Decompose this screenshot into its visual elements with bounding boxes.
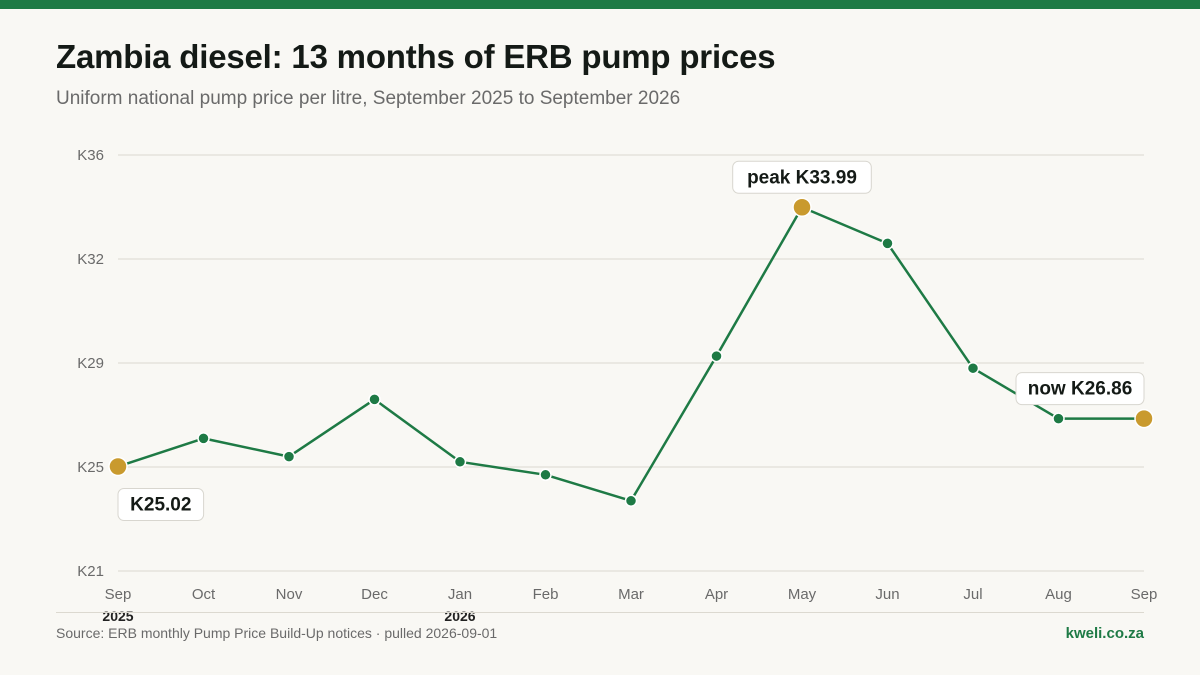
x-tick-label: Oct [192,586,216,603]
annotation-label: K25.02 [130,494,191,515]
annotation-box [117,487,205,521]
series-line [117,206,1144,503]
chart-title: Zambia diesel: 13 months of ERB pump pri… [56,38,776,75]
highlight-point [1134,408,1154,429]
brand-link[interactable]: kweli.co.za [1065,625,1144,642]
x-tick-label: Nov [276,586,303,603]
x-tick-label: Jul [963,586,982,603]
x-tick-label: Feb [533,586,559,603]
x-tick-label: Aug [1045,586,1072,603]
x-tick-label: Mar [618,586,644,603]
x-year-label: 2026 [444,608,475,624]
annotation-box [1015,372,1145,406]
data-point [966,361,980,375]
data-point [282,450,296,463]
highlight-point [792,197,812,218]
data-point [368,393,381,406]
x-tick-label: Jan [448,586,472,603]
x-tick-label: May [788,586,817,603]
data-point [197,432,210,445]
data-point [1052,412,1065,425]
y-tick-label: K25 [77,459,104,476]
annotation-box [732,160,872,194]
footer-divider [56,612,1144,613]
data-point [539,468,552,482]
highlight-point [108,456,128,477]
data-point [453,455,467,469]
x-tick-label: Sep [105,586,132,603]
annotation-label: peak K33.99 [747,167,857,188]
top-accent-bar [0,0,1200,9]
data-point [624,494,638,508]
y-tick-label: K29 [77,355,104,372]
y-tick-label: K21 [77,563,104,580]
data-point [710,349,723,363]
annotation-label: now K26.86 [1028,379,1133,400]
data-point [881,237,894,250]
chart-subtitle: Uniform national pump price per litre, S… [56,88,681,109]
x-tick-label: Sep [1131,586,1158,603]
x-tick-label: Dec [361,586,388,603]
x-year-label: 2025 [102,608,133,624]
y-tick-label: K36 [77,147,104,164]
x-tick-label: Apr [705,586,728,603]
x-tick-label: Jun [875,586,899,603]
source-note: Source: ERB monthly Pump Price Build-Up … [56,625,498,641]
y-tick-label: K32 [77,251,104,268]
